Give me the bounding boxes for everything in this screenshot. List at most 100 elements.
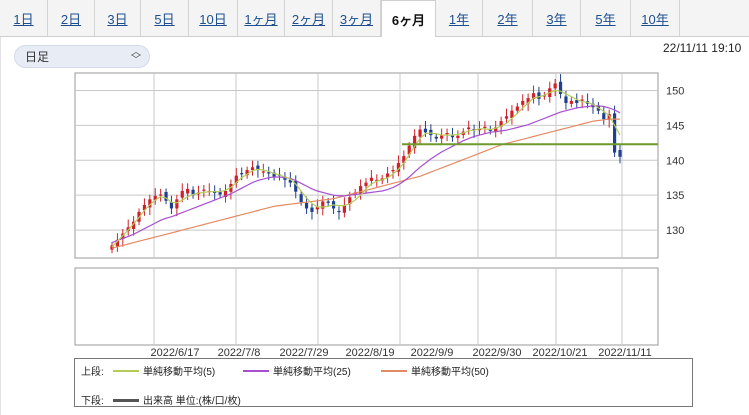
candle-body (488, 129, 492, 131)
candle-body (223, 190, 228, 197)
candle-body (358, 186, 363, 195)
tab-period-4[interactable]: 10日 (189, 0, 238, 36)
candle-body (569, 100, 573, 104)
candle-body (423, 128, 428, 133)
candle-body (477, 128, 482, 131)
candle-body (191, 189, 195, 196)
candle-body (315, 207, 319, 210)
candle-body (564, 96, 568, 104)
candle-body (396, 163, 401, 172)
candle-body (612, 113, 617, 153)
interval-select-value: 日足 (25, 50, 50, 64)
candle-body (180, 190, 184, 198)
tab-period-10[interactable]: 2年 (483, 0, 533, 36)
candle-body (553, 83, 557, 89)
candle-body (250, 167, 255, 171)
x-tick-label: 2022/6/17 (151, 347, 200, 359)
ma50-line (111, 118, 620, 249)
tab-period-12[interactable]: 5年 (581, 0, 631, 36)
x-tick-label: 2022/7/29 (280, 347, 329, 359)
candle-body (169, 202, 174, 209)
legend-ma25-swatch (243, 370, 269, 372)
y-tick-label: 145 (666, 120, 684, 132)
legend-volume-label: 出来高 単位:(株/口/枚) (143, 396, 241, 407)
candle-body (391, 170, 395, 172)
candle-body (272, 172, 276, 178)
candle-body (537, 92, 541, 99)
legend-ma5-label: 単純移動平均(5) (143, 367, 216, 378)
candle-body (402, 156, 406, 164)
legend-lower-label: 下段: (81, 396, 104, 407)
candle-body (618, 150, 622, 157)
legend-volume-swatch (113, 399, 139, 402)
tab-period-0[interactable]: 1日 (0, 0, 48, 36)
price-plot-frame (74, 72, 659, 259)
legend-ma25-label: 単純移動平均(25) (273, 367, 351, 378)
candle-body (504, 116, 509, 119)
candle-body (288, 179, 292, 183)
candle-body (240, 173, 244, 175)
candle-body (413, 135, 417, 149)
candle-body (440, 135, 444, 139)
interval-select[interactable]: 日足 ︿ ﹀ (14, 45, 150, 68)
period-tab-bar: 1日 2日 3日 5日 10日 1ヶ月 2ヶ月 3ヶ月 6ヶ月 1年 2年 3年 5年 10年 (0, 0, 749, 38)
candle-body (450, 135, 455, 138)
x-tick-label: 2022/11/11 (598, 347, 651, 359)
candle-body (375, 179, 379, 182)
candle-body (369, 177, 374, 181)
candle-body (186, 188, 190, 194)
candle-body (202, 189, 206, 191)
y-tick-label: 135 (666, 190, 684, 202)
candle-body (132, 221, 136, 229)
tab-period-11[interactable]: 3年 (533, 0, 581, 36)
candle-body (515, 106, 519, 111)
candle-body (494, 127, 498, 132)
ma25-line (111, 105, 621, 244)
candle-body (234, 175, 238, 184)
tab-period-1[interactable]: 2日 (48, 0, 95, 36)
tab-period-9[interactable]: 1年 (436, 0, 483, 36)
x-tick-label: 2022/8/19 (346, 347, 395, 359)
candle-body (364, 182, 368, 187)
candle-body (337, 210, 341, 213)
y-tick-label: 130 (666, 225, 684, 237)
candle-body (526, 98, 530, 104)
x-tick-label: 2022/9/9 (411, 347, 454, 359)
legend-upper-label: 上段: (81, 367, 104, 378)
legend-ma50-label: 単純移動平均(50) (411, 367, 489, 378)
candle-body (467, 127, 471, 130)
candle-body (445, 133, 449, 135)
candle-body (245, 170, 249, 176)
tab-period-6[interactable]: 2ヶ月 (285, 0, 333, 36)
candle-body (164, 191, 168, 201)
candle-body (321, 201, 325, 209)
candle-body (326, 201, 330, 203)
candle-body (175, 199, 179, 209)
x-tick-label: 2022/10/21 (532, 347, 587, 359)
candle-body (299, 194, 303, 203)
tab-period-5[interactable]: 1ヶ月 (238, 0, 285, 36)
chevron-up-down-icon: ︿ ﹀ (131, 47, 141, 66)
candle-body (499, 121, 503, 127)
tab-period-7[interactable]: 3ヶ月 (333, 0, 381, 36)
candle-body (434, 136, 438, 139)
candle-body (153, 195, 157, 201)
y-tick-label: 150 (666, 85, 684, 97)
candle-body (456, 135, 460, 139)
candle-body (267, 172, 271, 174)
tab-period-3[interactable]: 5日 (141, 0, 189, 36)
tab-period-13[interactable]: 10年 (631, 0, 680, 36)
candle-body (261, 171, 265, 173)
candle-body (602, 113, 606, 120)
y-tick-label: 140 (666, 155, 684, 167)
candle-body (256, 165, 260, 171)
legend-box: 上段: 単純移動平均(5) 単純移動平均(25) 単純移動平均(50) 下段: … (74, 358, 693, 407)
candle-body (218, 191, 222, 195)
volume-plot-frame (74, 267, 659, 346)
candle-body (531, 93, 536, 99)
candle-body (407, 145, 411, 155)
tab-period-2[interactable]: 3日 (95, 0, 141, 36)
ma5-line (111, 89, 621, 248)
candle-body (418, 129, 422, 137)
